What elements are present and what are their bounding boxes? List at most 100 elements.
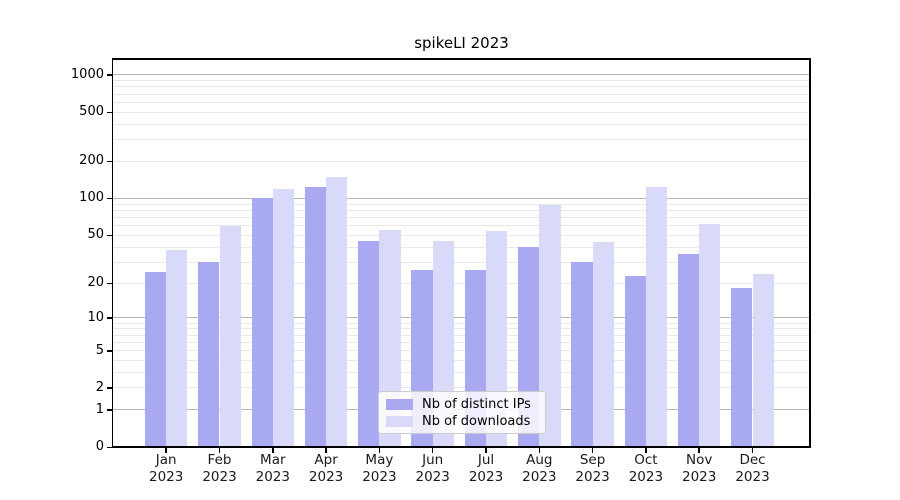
bar-distinct-ips — [624, 275, 646, 446]
y-tick-label: 2 — [95, 379, 104, 395]
minor-gridline — [113, 203, 811, 205]
minor-gridline — [113, 246, 811, 248]
minor-gridline — [113, 328, 811, 330]
y-tick-label: 20 — [87, 275, 104, 291]
bar-distinct-ips — [251, 198, 273, 446]
axis-top — [111, 58, 811, 60]
minor-gridline — [113, 216, 811, 218]
y-tick-mark — [106, 446, 112, 448]
bar-distinct-ips — [571, 262, 593, 446]
y-tick-label: 200 — [79, 153, 104, 169]
minor-gridline — [113, 371, 811, 373]
legend-label-downloads: Nb of downloads — [422, 413, 531, 429]
y-tick-mark — [106, 234, 112, 237]
bar-distinct-ips — [677, 254, 700, 446]
y-tick-mark — [106, 350, 112, 352]
legend-entry-distinct-ips: Nb of distinct IPs — [386, 396, 537, 412]
axis-bottom — [111, 446, 811, 448]
bar-downloads — [645, 186, 668, 446]
x-tick-label: Dec 2023 — [735, 452, 770, 485]
bar-distinct-ips — [304, 186, 327, 446]
minor-gridline — [113, 139, 811, 141]
legend: Nb of distinct IPs Nb of downloads — [378, 391, 546, 434]
bar-distinct-ips — [731, 288, 753, 446]
y-tick-mark — [106, 282, 112, 285]
x-tick-label: Aug 2023 — [522, 452, 557, 485]
minor-gridline — [113, 341, 811, 343]
x-tick-mark — [591, 447, 594, 453]
y-tick-mark — [106, 160, 112, 163]
minor-gridline — [113, 101, 811, 103]
x-tick-mark — [218, 447, 221, 453]
legend-swatch-downloads-icon — [386, 415, 413, 427]
minor-gridline — [113, 387, 811, 389]
legend-label-distinct-ips: Nb of distinct IPs — [422, 396, 531, 412]
minor-gridline — [113, 350, 811, 351]
x-tick-label: May 2023 — [362, 452, 397, 485]
y-tick-label: 0 — [95, 439, 104, 454]
minor-gridline — [113, 234, 811, 236]
x-tick-label: Jan 2023 — [149, 452, 184, 485]
y-tick-mark — [106, 111, 112, 114]
minor-gridline — [113, 93, 811, 95]
bar-distinct-ips — [358, 240, 380, 446]
minor-gridline — [113, 111, 811, 113]
legend-swatch-distinct-ips-icon — [386, 398, 413, 410]
minor-gridline — [113, 209, 811, 211]
bar-downloads — [272, 188, 295, 446]
bar-downloads — [752, 273, 774, 446]
minor-gridline — [113, 160, 811, 162]
y-tick-mark — [106, 317, 112, 319]
x-tick-mark — [165, 447, 167, 453]
x-tick-label: Feb 2023 — [202, 452, 237, 485]
bar-downloads — [166, 249, 188, 446]
minor-gridline — [113, 225, 811, 227]
axis-right — [809, 58, 811, 448]
minor-gridline — [113, 334, 811, 336]
y-tick-label: 1 — [95, 401, 104, 417]
bar-downloads — [699, 223, 721, 446]
y-tick-label: 5 — [95, 342, 104, 358]
x-tick-mark — [485, 447, 487, 453]
x-tick-label: Sep 2023 — [575, 452, 610, 485]
minor-gridline — [113, 261, 811, 263]
bar-distinct-ips — [144, 271, 167, 446]
minor-gridline — [113, 359, 811, 361]
y-tick-mark — [106, 409, 112, 411]
x-tick-mark — [645, 447, 647, 453]
y-tick-mark — [106, 74, 112, 76]
major-gridline — [113, 197, 811, 199]
y-tick-label: 10 — [87, 309, 104, 325]
y-tick-mark — [106, 197, 112, 200]
x-tick-label: Mar 2023 — [255, 452, 290, 485]
y-tick-mark — [106, 387, 112, 389]
chart-title: spikeLI 2023 — [414, 34, 509, 52]
minor-gridline — [113, 80, 811, 82]
y-tick-label: 500 — [79, 104, 104, 120]
x-tick-label: Apr 2023 — [308, 452, 344, 485]
major-gridline — [113, 317, 811, 319]
x-tick-label: Jun 2023 — [415, 452, 450, 485]
minor-gridline — [113, 322, 811, 324]
x-tick-mark — [431, 447, 434, 453]
bar-downloads — [592, 242, 614, 446]
x-tick-mark — [272, 447, 274, 453]
minor-gridline — [113, 282, 811, 284]
y-tick-label: 100 — [79, 190, 104, 206]
bar-downloads — [219, 225, 241, 446]
axis-left — [111, 58, 114, 448]
y-tick-label: 1000 — [70, 66, 104, 82]
x-tick-label: Jul 2023 — [468, 452, 504, 485]
y-tick-label: 50 — [87, 227, 104, 243]
x-tick-mark — [538, 447, 541, 453]
bar-downloads — [539, 205, 561, 446]
major-gridline — [113, 74, 811, 76]
x-tick-mark — [698, 447, 700, 453]
minor-gridline — [113, 123, 811, 125]
x-tick-label: Oct 2023 — [628, 452, 664, 485]
x-tick-mark — [378, 447, 381, 453]
legend-entry-downloads: Nb of downloads — [386, 413, 537, 429]
bar-distinct-ips — [198, 262, 220, 446]
x-tick-mark — [325, 447, 327, 453]
bar-downloads — [326, 176, 348, 446]
